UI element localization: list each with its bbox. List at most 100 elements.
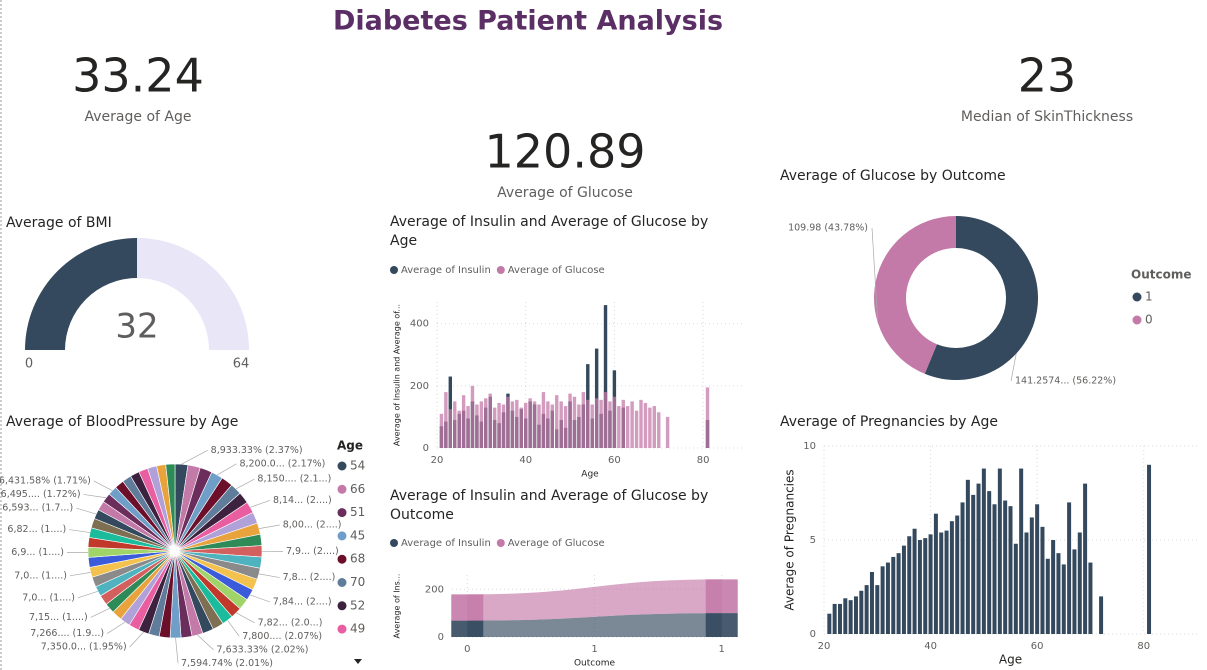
bar <box>1035 504 1040 634</box>
bar <box>1147 464 1152 634</box>
column <box>603 392 608 448</box>
pie-slice <box>165 463 176 552</box>
data-label: 7,9... (2....) <box>286 546 339 557</box>
data-label: 7,0... (1....) <box>22 592 75 603</box>
x-tick-label: 40 <box>519 455 532 466</box>
bar <box>869 571 874 634</box>
column <box>546 401 550 448</box>
column <box>586 399 590 448</box>
data-label: 141.2574... (56.22%) <box>1015 376 1116 387</box>
column <box>537 404 541 448</box>
data-label: 7,8... (2....) <box>283 572 336 583</box>
scroll-arrow[interactable] <box>354 659 362 664</box>
y-tick-label: 0 <box>438 632 444 643</box>
leader-line <box>129 631 144 648</box>
bar <box>992 504 997 634</box>
legend-marker <box>390 539 398 547</box>
data-label: 6,9... (1....) <box>11 547 64 558</box>
legend-marker <box>496 266 505 274</box>
column <box>634 410 639 448</box>
x-tick-label: 20 <box>431 455 444 466</box>
bar <box>1061 564 1066 634</box>
data-label: 6,431.58% (1.71%) <box>0 475 91 486</box>
card-label: Average of Glucose <box>497 185 633 201</box>
leader-line <box>106 621 126 634</box>
bar <box>939 532 944 634</box>
column <box>550 404 555 448</box>
column <box>541 392 546 448</box>
chart-title: Average of BloodPressure by Age <box>6 414 238 430</box>
bar <box>1008 506 1013 634</box>
bar <box>987 491 992 634</box>
legend-label: Average of Glucose <box>508 265 605 276</box>
bar <box>1077 532 1082 634</box>
data-label: 8,933.33% (2.37%) <box>211 445 303 456</box>
column <box>617 406 621 448</box>
legend-marker <box>390 266 398 274</box>
bar <box>1072 549 1077 634</box>
legend-marker <box>337 531 347 541</box>
legend-marker <box>337 601 347 611</box>
bar <box>1067 502 1072 634</box>
area-end <box>451 620 484 637</box>
data-label: 7,800.... (2.07%) <box>242 631 322 642</box>
data-label: 6,82... (1....) <box>7 524 66 535</box>
x-tick-label: 60 <box>1031 641 1044 652</box>
y-tick-label: 200 <box>410 381 429 392</box>
x-tick-label: 60 <box>608 455 621 466</box>
leader-line <box>227 620 240 637</box>
chart-title: Average of BMI <box>6 215 112 231</box>
bar <box>896 553 901 634</box>
data-label: 7,15... (1....) <box>29 612 88 623</box>
legend-label: 45 <box>350 528 365 542</box>
column <box>448 409 453 448</box>
bar <box>949 521 954 634</box>
column <box>461 395 466 448</box>
y-tick-label: 5 <box>810 535 816 546</box>
bar <box>997 468 1002 634</box>
column <box>479 401 484 448</box>
gauge-max: 64 <box>233 357 250 372</box>
leader-line <box>250 499 271 508</box>
column <box>528 398 532 448</box>
column <box>599 399 603 448</box>
bar <box>837 603 842 634</box>
column <box>470 385 475 448</box>
bar <box>965 479 970 634</box>
bar <box>1019 468 1024 634</box>
data-label: 7,350.0... (1.95%) <box>41 642 127 653</box>
bar <box>944 530 949 634</box>
data-label: 7,84... (2....) <box>273 596 332 607</box>
legend-label: 0 <box>1145 313 1153 327</box>
column <box>594 348 599 448</box>
bar <box>933 513 938 634</box>
gauge-fill <box>25 238 137 350</box>
legend-marker <box>337 554 347 564</box>
column <box>501 404 506 448</box>
column <box>630 401 634 448</box>
x-tick-label: 1 <box>591 644 597 655</box>
column <box>555 395 559 448</box>
leader-line <box>258 573 280 578</box>
bar <box>1083 483 1088 634</box>
column <box>594 398 599 448</box>
leader-line <box>249 594 270 603</box>
column <box>577 404 581 448</box>
bar <box>976 483 981 634</box>
card-value: 120.89 <box>485 125 646 179</box>
column <box>439 413 444 448</box>
bar <box>917 540 922 634</box>
bar <box>859 590 864 634</box>
bar <box>1045 558 1050 634</box>
legend-label: Average of Glucose <box>508 538 605 549</box>
column <box>603 305 608 448</box>
bar <box>1051 540 1056 634</box>
column <box>559 401 563 448</box>
data-label: 7,633.33% (2.02%) <box>217 644 309 655</box>
column <box>657 412 661 448</box>
column <box>648 407 652 448</box>
bar <box>843 598 848 634</box>
bar <box>907 536 912 634</box>
leader-line <box>181 449 208 465</box>
leader-line <box>77 591 99 599</box>
